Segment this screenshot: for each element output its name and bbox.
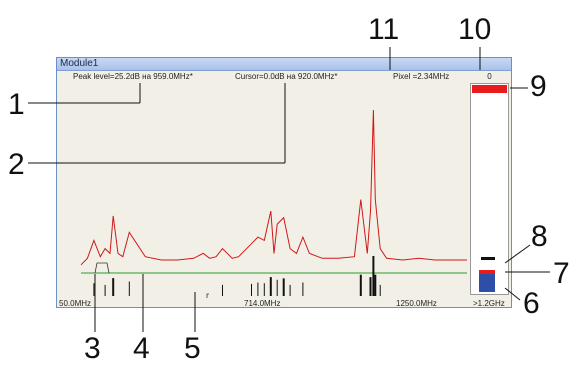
callout-7: 7 — [553, 257, 570, 290]
module-window[interactable]: Module1 Peak level=25.2dB на 959.0MHz* C… — [56, 57, 512, 308]
axis-right-label: 1250.0MHz — [396, 299, 437, 308]
meter-top-value: 0 — [487, 72, 492, 81]
callout-3: 3 — [84, 332, 101, 365]
spectrum-plot[interactable] — [57, 58, 513, 309]
callout-2: 2 — [8, 148, 25, 181]
window-title: Module1 — [60, 58, 99, 69]
signal-bars — [93, 256, 381, 296]
axis-over-label: >1.2GHz — [473, 299, 505, 308]
callout-8: 8 — [531, 220, 548, 253]
axis-mid-label: 714.0MHz — [244, 299, 281, 308]
marker-bracket — [94, 262, 110, 274]
callout-5: 5 — [184, 332, 201, 365]
callout-10: 10 — [458, 13, 492, 46]
cursor-readout: Cursor=0.0dB на 920.0MHz* — [235, 72, 338, 81]
spectrum-line — [80, 109, 467, 266]
meter-red-band — [479, 270, 495, 274]
peak-level-readout: Peak level=25.2dB на 959.0MHz* — [73, 72, 193, 81]
callout-9: 9 — [530, 70, 547, 103]
tick-bracket — [206, 293, 209, 298]
pixel-readout: Pixel =2.34MHz — [393, 72, 450, 81]
callout-6: 6 — [523, 287, 540, 320]
callout-4: 4 — [133, 332, 150, 365]
meter-peak-bar — [472, 85, 507, 93]
window-titlebar[interactable]: Module1 — [57, 58, 511, 71]
meter-blue-level — [479, 274, 495, 292]
callout-1: 1 — [8, 88, 25, 121]
meter-marker — [481, 257, 495, 260]
axis-left-label: 50.0MHz — [59, 299, 92, 308]
level-meter[interactable] — [470, 83, 509, 295]
callout-11: 11 — [368, 13, 400, 46]
